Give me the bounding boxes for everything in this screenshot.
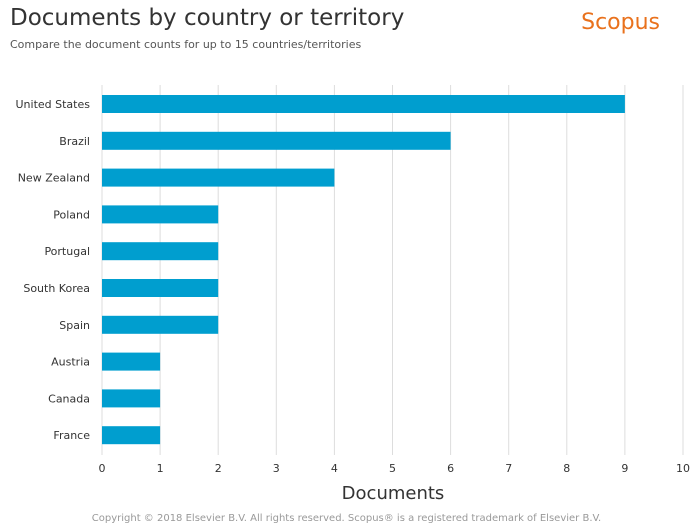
x-tick-label: 8 [563, 462, 570, 475]
chart-title: Documents by country or territory [10, 5, 405, 31]
x-tick-label: 1 [157, 462, 164, 475]
bar[interactable] [102, 205, 219, 224]
category-label: South Korea [23, 282, 90, 295]
x-tick-label: 9 [621, 462, 628, 475]
bar[interactable] [102, 389, 161, 408]
category-labels: United States Brazil New Zealand Poland Port… [16, 98, 91, 442]
x-tick-label: 2 [215, 462, 222, 475]
x-tick-label: 10 [676, 462, 690, 475]
x-axis-title: Documents [342, 483, 445, 504]
category-label: France [53, 429, 90, 442]
bar[interactable] [102, 242, 219, 261]
bars [102, 95, 625, 445]
x-tick-label: 4 [331, 462, 338, 475]
bar[interactable] [102, 315, 219, 334]
bar[interactable] [102, 131, 451, 150]
category-label: Austria [51, 356, 90, 369]
bar-chart: United States Brazil New Zealand Poland Port… [16, 85, 691, 504]
bar[interactable] [102, 95, 625, 113]
x-tick-label: 3 [273, 462, 280, 475]
bar[interactable] [102, 426, 161, 445]
category-label: Poland [53, 208, 90, 221]
x-tick-label: 0 [99, 462, 106, 475]
copyright-notice: Copyright © 2018 Elsevier B.V. All right… [91, 513, 602, 524]
category-label: New Zealand [18, 172, 90, 185]
category-label: Canada [48, 392, 90, 405]
x-tick-label: 5 [389, 462, 396, 475]
category-label: Spain [59, 319, 90, 332]
bar[interactable] [102, 279, 219, 297]
chart-subtitle: Compare the document counts for up to 15… [10, 38, 362, 51]
x-tick-label: 6 [447, 462, 454, 475]
category-label: Portugal [44, 245, 90, 258]
category-label: Brazil [59, 135, 90, 148]
category-label: United States [16, 98, 91, 111]
bar[interactable] [102, 352, 161, 371]
bar[interactable] [102, 168, 335, 187]
x-tick-labels: 0 1 2 3 4 5 6 7 8 9 10 [99, 462, 691, 475]
x-tick-label: 7 [505, 462, 512, 475]
scopus-logo: Scopus [581, 10, 660, 35]
